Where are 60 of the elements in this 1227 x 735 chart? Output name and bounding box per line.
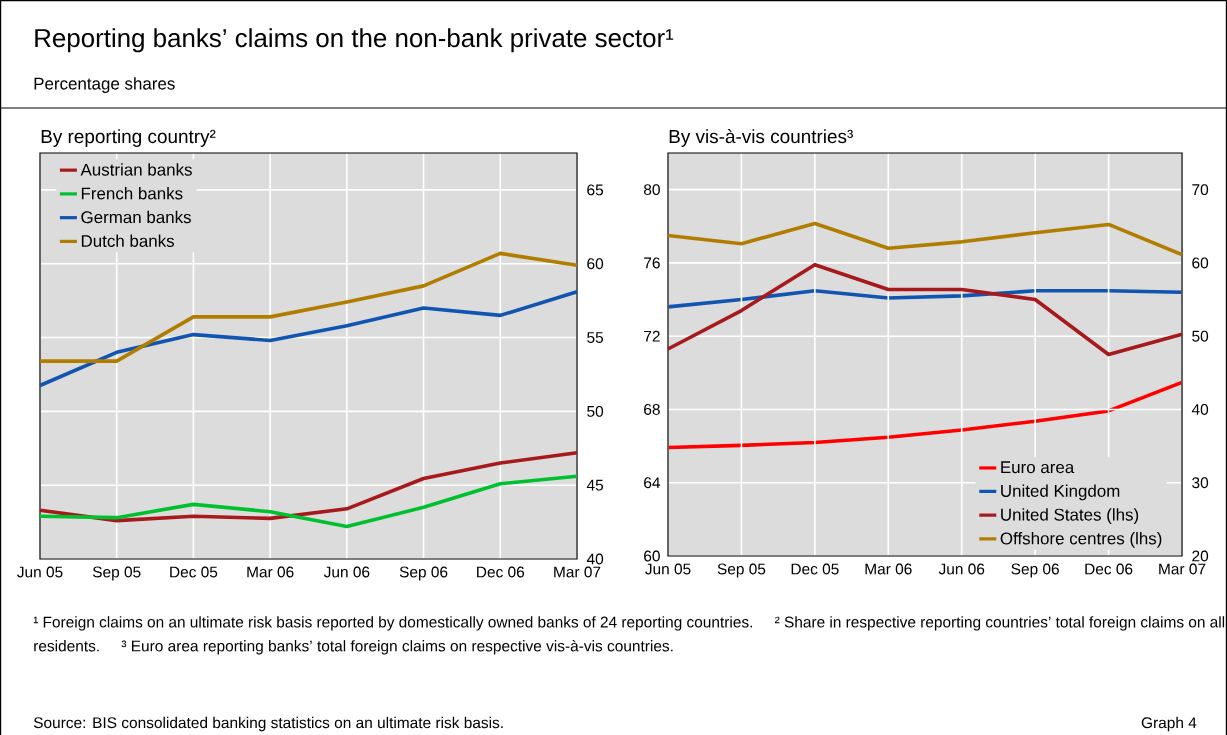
source-note: Source: BIS consolidated banking statistics on an ultimate risk basis. [33, 716, 503, 732]
x-tick-label: Mar 07 [1159, 563, 1206, 575]
x-tick-label: Jun 06 [938, 563, 985, 575]
x-tick-label: Sep 05 [717, 563, 766, 578]
line-series [38, 474, 579, 529]
y-tick-label: 72 [644, 330, 660, 342]
legend-label: German banks [81, 210, 191, 224]
text: Percentage shares [34, 77, 175, 93]
y-tick-label: 60 [644, 550, 660, 562]
text: ² Share in respective reporting countries’ total foreign claims on all [774, 616, 1225, 631]
line-series [38, 450, 579, 523]
line-series [38, 289, 579, 388]
y-tick-label: 40 [586, 553, 604, 565]
y-tick-label: 60 [587, 258, 604, 270]
legend-label: United States (lhs) [1001, 508, 1139, 525]
legend-label: Austrian banks [80, 163, 192, 176]
text: ¹ Foreign claims on an ultimate risk basis reported by domestically owned banks of 24 reporting countries. [33, 616, 752, 631]
legend-label: French banks [81, 187, 183, 200]
y-tick-label: 76 [644, 257, 660, 269]
x-tick-label: Dec 06 [1085, 563, 1133, 575]
x-tick-label: Dec 05 [791, 563, 839, 575]
y-tick-label: 55 [587, 332, 604, 343]
x-tick-label: Jun 06 [323, 566, 370, 578]
line-series [666, 380, 1184, 450]
caption: Graph 4 [1141, 716, 1197, 732]
y2-tick-label: 70 [1192, 184, 1209, 196]
y2-tick-label: 20 [1192, 550, 1209, 562]
line-series [666, 221, 1184, 257]
text: ³ Euro area reporting banks’ total foreign claims on respective vis-à-vis countries. [121, 639, 673, 655]
legend-label: United Kingdom [1001, 484, 1120, 501]
x-tick-label: Sep 06 [1011, 563, 1059, 578]
y2-tick-label: 50 [1192, 330, 1209, 342]
legend-label: Euro area [1001, 461, 1075, 474]
text: residents. [34, 640, 99, 652]
legend-label: Dutch banks [81, 234, 175, 247]
y-tick-label: 68 [644, 403, 660, 415]
y-tick-label: 45 [586, 479, 604, 491]
y-tick-label: 80 [643, 184, 660, 196]
y2-tick-label: 60 [1192, 257, 1209, 269]
x-tick-label: Jun 05 [17, 566, 63, 578]
y-tick-label: 50 [587, 405, 604, 417]
y-tick-label: 65 [587, 184, 604, 196]
line-series [666, 262, 1184, 357]
x-tick-label: Sep 06 [399, 566, 448, 581]
line-series [666, 288, 1184, 309]
x-tick-label: Mar 06 [247, 566, 294, 578]
x-tick-label: Mar 07 [554, 566, 601, 578]
text: Reporting banks’ claims on the non-bank private sector¹ [35, 28, 674, 53]
chart-title: By reporting country² [41, 129, 216, 147]
y2-tick-label: 30 [1192, 477, 1209, 489]
x-tick-label: Sep 05 [92, 566, 141, 581]
x-tick-label: Dec 05 [170, 566, 218, 578]
legend-label: Offshore centres (lhs) [1000, 532, 1162, 548]
y2-tick-label: 40 [1191, 403, 1209, 415]
y-tick-label: 64 [644, 477, 661, 489]
x-tick-label: Jun 05 [645, 563, 691, 575]
x-tick-label: Dec 06 [477, 566, 525, 578]
x-tick-label: Mar 06 [865, 563, 912, 575]
line-series [38, 251, 579, 363]
chart-title: By vis-à-vis countries³ [669, 129, 853, 147]
